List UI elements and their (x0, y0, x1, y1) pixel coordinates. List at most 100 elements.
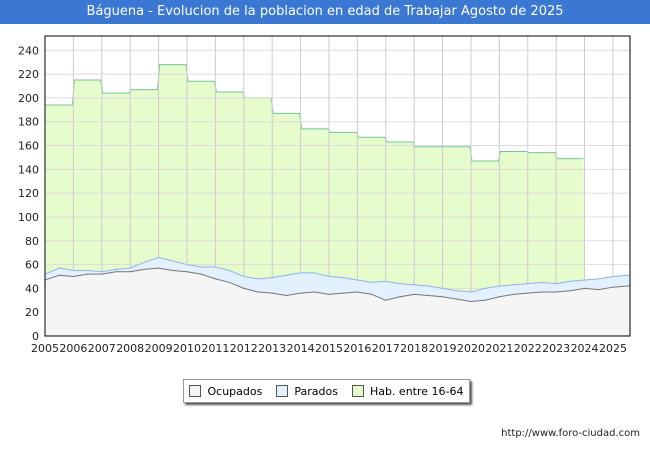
x-tick-label: 2019 (429, 342, 457, 355)
legend-label: Hab. entre 16-64 (369, 384, 464, 398)
ocupados-area (45, 268, 630, 336)
ocupados-point (569, 290, 571, 292)
ocupados-point (583, 287, 586, 289)
x-tick-label: 2017 (372, 342, 400, 355)
ocupados-point (228, 281, 231, 284)
parados-point (342, 277, 344, 279)
parados-point (143, 261, 145, 263)
parados-point (129, 267, 131, 269)
ocupados-point (498, 296, 500, 298)
ocupados-point (200, 273, 202, 275)
x-tick-label: 2006 (59, 342, 87, 355)
ocupados-point (612, 286, 614, 288)
ocupados-point (555, 291, 557, 293)
y-tick-label: 80 (25, 235, 39, 248)
parados-point (399, 283, 401, 285)
source-url[interactable]: http://www.foro-ciudad.com (501, 428, 640, 439)
y-tick-label: 180 (18, 116, 39, 129)
parados-point (456, 290, 458, 292)
parados-point (271, 277, 273, 279)
ocupados-point (285, 294, 287, 297)
parados-point (385, 280, 387, 282)
parados-point (484, 287, 486, 289)
ocupados-point (271, 292, 273, 294)
parados-point (555, 283, 557, 285)
ocupados-point (385, 299, 387, 301)
legend-label: Ocupados (207, 384, 263, 398)
legend: Ocupados Parados Hab. entre 16-64 (183, 379, 470, 403)
ocupados-point (456, 298, 458, 300)
x-tick-label: 2007 (88, 342, 116, 355)
ocupados-point (427, 294, 429, 297)
x-tick-label: 2021 (485, 342, 513, 355)
x-tick-label: 2005 (31, 342, 59, 355)
x-tick-label: 2024 (571, 342, 599, 355)
y-tick-label: 60 (25, 259, 39, 272)
plot-border (44, 35, 631, 337)
ocupados-point (541, 291, 543, 293)
ocupados-point (356, 291, 358, 293)
x-tick-label: 2009 (145, 342, 173, 355)
ocupados-point (72, 275, 74, 278)
parados-point (612, 275, 614, 278)
parados-point (186, 263, 188, 266)
y-tick-label: 100 (18, 211, 39, 224)
legend-item-ocupados: Ocupados (189, 385, 262, 398)
ocupados-point (314, 291, 316, 293)
ocupados-point (115, 271, 117, 273)
parados-point (370, 281, 373, 284)
parados-point (228, 269, 231, 272)
parados-point (257, 278, 259, 280)
hab-line (45, 64, 584, 162)
parados-point (498, 285, 500, 287)
ocupados-point (527, 292, 529, 294)
x-tick-label: 2014 (287, 342, 315, 355)
ocupados-point (370, 293, 373, 295)
ocupados-point (101, 273, 103, 275)
y-tick-label: 120 (18, 187, 39, 200)
parados-point (115, 268, 117, 270)
ocupados-point (598, 288, 600, 291)
parados-point (527, 283, 529, 285)
x-tick-label: 2023 (542, 342, 570, 355)
ocupados-point (186, 271, 188, 273)
x-tick-label: 2020 (457, 342, 485, 355)
ocupados-point (512, 293, 515, 295)
ocupados-point (441, 296, 444, 298)
parados-point (314, 272, 316, 274)
parados-point (470, 291, 472, 293)
legend-item-hab: Hab. entre 16-64 (351, 384, 464, 398)
parados-point (72, 269, 74, 272)
ocupados-point (626, 285, 628, 287)
parados-point (626, 274, 628, 276)
x-tick-label: 2011 (201, 342, 229, 355)
parados-point (441, 287, 444, 289)
x-tick-label: 2016 (343, 342, 371, 355)
legend-label: Parados (294, 384, 338, 398)
y-tick-label: 140 (18, 163, 39, 176)
ocupados-point (143, 268, 145, 270)
y-tick-label: 240 (18, 44, 39, 57)
ocupados-point (243, 287, 245, 289)
parados-point (299, 272, 302, 274)
x-tick-label: 2010 (173, 342, 201, 355)
x-tick-label: 2025 (599, 342, 627, 355)
parados-point (583, 279, 586, 281)
y-tick-label: 220 (18, 68, 39, 81)
parados-point (58, 267, 60, 269)
parados-point (413, 284, 415, 286)
ocupados-point (342, 292, 344, 294)
ocupados-point (399, 296, 401, 298)
parados-point (243, 275, 245, 278)
parados-point (285, 274, 287, 276)
parados-point (101, 271, 103, 273)
ocupados-point (86, 273, 89, 275)
parados-point (356, 279, 358, 281)
parados-point (427, 285, 429, 287)
parados-point (328, 275, 330, 278)
x-tick-label: 2013 (258, 342, 286, 355)
y-tick-label: 40 (25, 282, 39, 295)
ocupados-point (58, 274, 60, 276)
legend-swatch (351, 385, 364, 397)
